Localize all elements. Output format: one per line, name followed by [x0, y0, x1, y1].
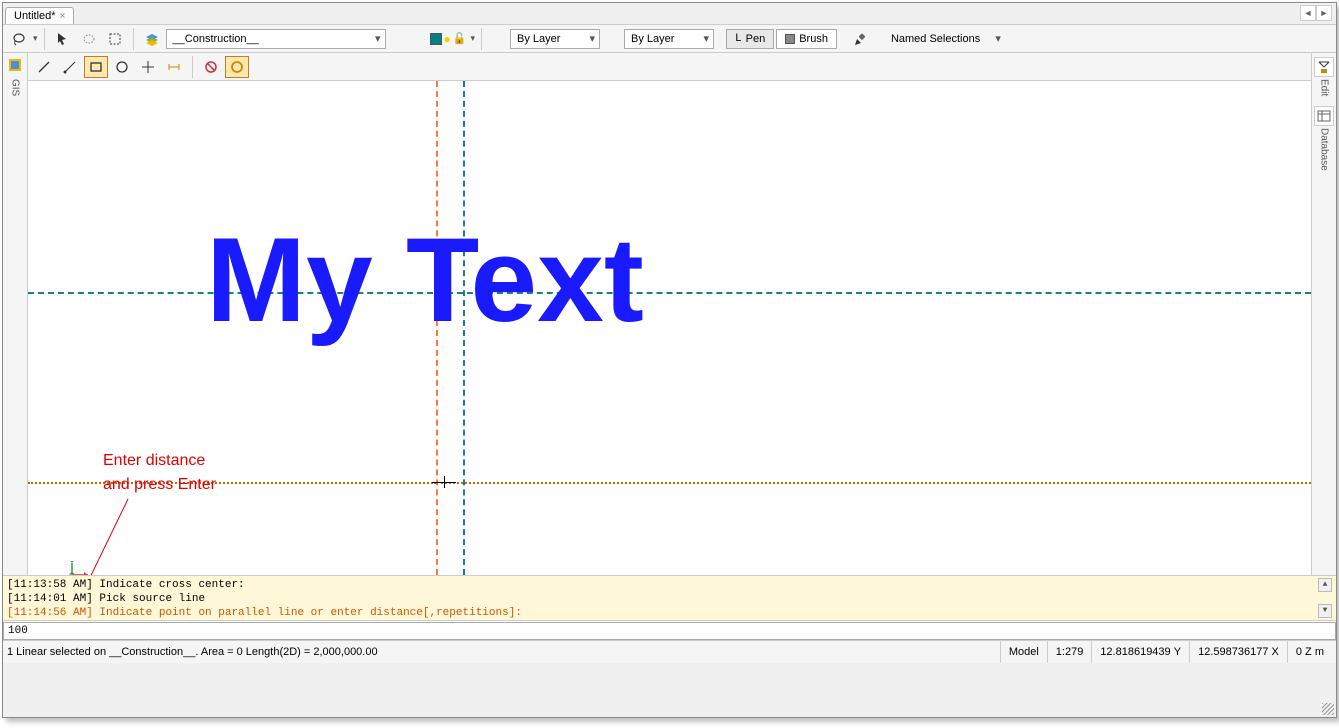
brush-button[interactable]: Brush: [776, 29, 837, 49]
crosshair-tool-icon[interactable]: [136, 56, 160, 78]
status-selection-info: 1 Linear selected on __Construction__. A…: [7, 646, 1000, 658]
log-scrollbar[interactable]: ▲ ▼: [1318, 578, 1334, 618]
status-bar: 1 Linear selected on __Construction__. A…: [3, 641, 1336, 663]
layers-icon[interactable]: [140, 28, 164, 50]
ellipse-select-icon[interactable]: [77, 28, 101, 50]
line-tool-icon[interactable]: [32, 56, 56, 78]
ray-tool-icon[interactable]: [58, 56, 82, 78]
cross-marker: [432, 482, 456, 483]
status-scale[interactable]: 1:279: [1047, 641, 1092, 663]
app-window: Untitled* × ◄ ► ▾ __Construction__: [2, 2, 1337, 718]
layer-lock-icon[interactable]: 🔓: [453, 32, 467, 45]
linestyle-label: By Layer: [517, 33, 560, 45]
layer-visible-icon[interactable]: ●: [444, 32, 451, 46]
main-toolbar: ▾ __Construction__ ● 🔓 ▾ By Layer By Lay…: [3, 25, 1336, 53]
layer-selector[interactable]: __Construction__: [166, 29, 386, 49]
document-tab[interactable]: Untitled* ×: [5, 7, 74, 24]
layer-color-swatch[interactable]: [430, 33, 442, 45]
tab-nav: ◄ ►: [1300, 5, 1332, 21]
annotation-callout: Enter distance and press Enter: [103, 449, 216, 497]
lineweight-dropdown[interactable]: By Layer: [624, 29, 714, 49]
resize-grip-icon[interactable]: [1322, 703, 1334, 715]
axis-indicator-icon: [66, 561, 94, 575]
gis-panel-icon[interactable]: [5, 55, 25, 75]
lineweight-label: By Layer: [631, 33, 674, 45]
draw-toolbar: [28, 53, 1311, 81]
tab-prev-button[interactable]: ◄: [1300, 5, 1316, 21]
edit-panel-label[interactable]: Edit: [1319, 79, 1330, 96]
document-tab-bar: Untitled* × ◄ ►: [3, 3, 1336, 25]
annotation-line1: Enter distance: [103, 449, 216, 473]
main-area: GIS My Text: [3, 53, 1336, 575]
pen-value: L: [735, 33, 742, 45]
command-input[interactable]: [3, 622, 1336, 640]
database-panel-icon[interactable]: [1314, 106, 1334, 126]
linestyle-dropdown[interactable]: By Layer: [510, 29, 600, 49]
horizontal-guide-dotted-left: [28, 482, 436, 484]
brush-swatch-icon: [785, 34, 795, 44]
dropdown-caret-icon[interactable]: ▾: [33, 33, 38, 44]
highlight-circle-tool-icon[interactable]: [225, 56, 249, 78]
dimension-tool-icon[interactable]: [162, 56, 186, 78]
drawing-canvas[interactable]: My Text Enter distance and press Enter: [28, 81, 1311, 575]
named-selections-label: Named Selections: [891, 33, 980, 45]
scroll-up-icon[interactable]: ▲: [1318, 578, 1332, 592]
log-line: [11:14:01 AM] Pick source line: [7, 592, 1332, 606]
close-tab-icon[interactable]: ×: [60, 11, 66, 22]
layer-opts-caret-icon[interactable]: ▾: [470, 33, 475, 44]
tab-next-button[interactable]: ►: [1316, 5, 1332, 21]
eyedropper-tool-icon[interactable]: [849, 28, 873, 50]
document-tab-title: Untitled*: [14, 10, 56, 22]
status-model: Model: [1000, 641, 1047, 663]
pen-button[interactable]: L Pen: [726, 29, 774, 49]
command-log: [11:13:58 AM] Indicate cross center: [11…: [3, 575, 1336, 621]
circle-tool-icon[interactable]: [110, 56, 134, 78]
pointer-tool-icon[interactable]: [51, 28, 75, 50]
canvas-text-object[interactable]: My Text: [206, 211, 644, 349]
status-z: 0 Z m: [1287, 641, 1332, 663]
database-panel-label[interactable]: Database: [1319, 128, 1330, 171]
edit-panel-icon[interactable]: [1314, 57, 1334, 77]
right-side-panel: Edit Database: [1311, 53, 1336, 575]
marquee-select-icon[interactable]: [103, 28, 127, 50]
layer-name-label: __Construction__: [173, 33, 259, 45]
left-side-panel: GIS: [3, 53, 28, 575]
horizontal-guide-dotted: [436, 482, 1311, 484]
pen-label: Pen: [746, 33, 766, 45]
scroll-down-icon[interactable]: ▼: [1318, 604, 1332, 618]
cancel-tool-icon[interactable]: [199, 56, 223, 78]
log-line-active: [11:14:56 AM] Indicate point on parallel…: [7, 606, 1332, 620]
named-selections-dropdown[interactable]: Named Selections: [885, 29, 1005, 49]
status-coord-x: 12.818619439 Y: [1091, 641, 1189, 663]
annotation-line2: and press Enter: [103, 473, 216, 497]
brush-label: Brush: [799, 33, 828, 45]
status-coord-y: 12.598736177 X: [1189, 641, 1287, 663]
rectangle-tool-icon[interactable]: [84, 56, 108, 78]
command-input-row: [3, 621, 1336, 641]
log-line: [11:13:58 AM] Indicate cross center:: [7, 578, 1332, 592]
lasso-tool-icon[interactable]: [7, 28, 31, 50]
gis-panel-label[interactable]: GIS: [10, 79, 21, 96]
